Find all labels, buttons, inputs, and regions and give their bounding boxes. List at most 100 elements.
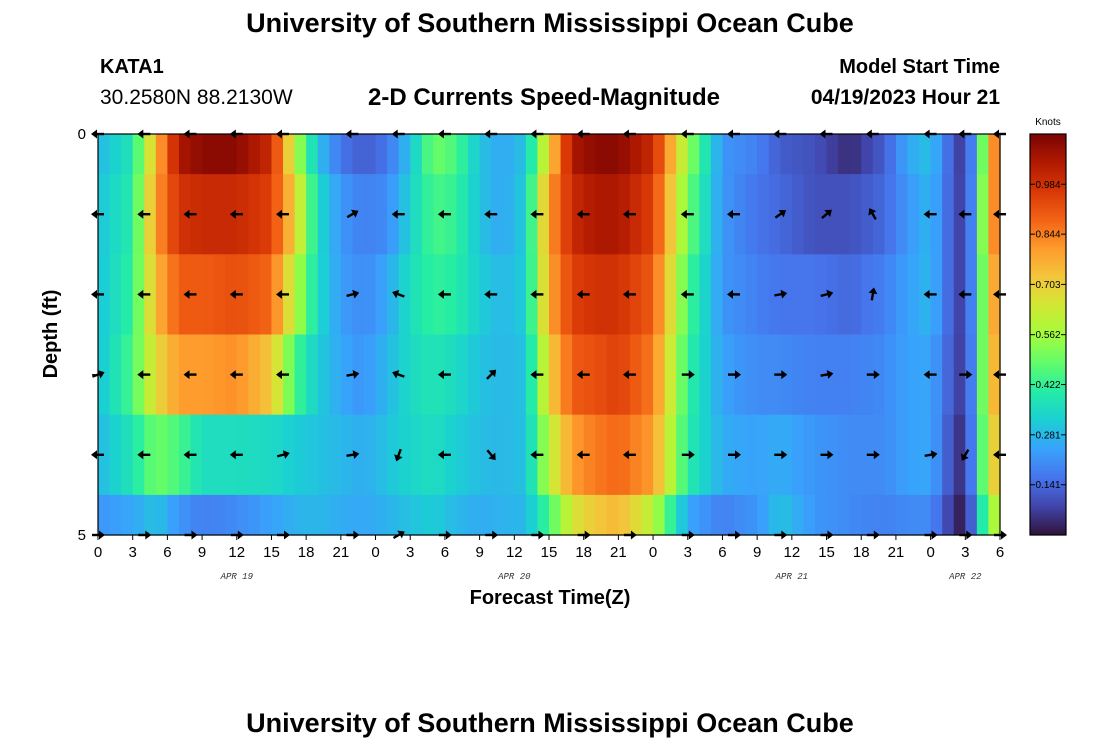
heatmap-cell: [317, 254, 330, 336]
heatmap-cell: [421, 494, 434, 536]
vector-head: [97, 370, 105, 379]
current-vector-arrow: [774, 450, 788, 460]
heatmap-cell: [606, 134, 619, 175]
heatmap-cell: [641, 494, 654, 536]
heatmap-cell: [259, 414, 273, 496]
heatmap-cell: [653, 414, 666, 496]
current-vector-arrow: [576, 289, 590, 299]
heatmap-cell: [317, 134, 330, 175]
heatmap-cell: [283, 134, 296, 175]
vector-head: [137, 370, 144, 380]
currents-chart: 0 3 6 9 12 15 18 21 0 3 6 9 12 15 18 21 0 3 6 9 12 15 18 21 0 3 6 A…: [40, 117, 1067, 609]
heatmap-cell: [144, 254, 157, 336]
heatmap-cell: [907, 174, 920, 255]
heatmap-cell: [329, 334, 342, 416]
heatmap-cell: [144, 174, 157, 255]
current-vector-arrow: [960, 449, 970, 461]
heatmap-cell: [421, 174, 434, 255]
heatmap-cell: [202, 134, 215, 175]
heatmap-cell: [618, 134, 631, 175]
heatmap-cell: [306, 414, 319, 496]
heatmap-cell: [930, 174, 943, 255]
heatmap-cell: [629, 414, 643, 496]
current-vector-arrow: [993, 450, 1006, 460]
current-vector-arrow: [486, 369, 497, 380]
heatmap-cell: [872, 254, 885, 336]
heatmap-cell: [537, 134, 550, 175]
heatmap-cell: [479, 414, 492, 496]
vector-head: [488, 369, 497, 378]
chart-subtitle: 2-D Currents Speed-Magnitude: [368, 84, 721, 111]
heatmap-cell: [132, 134, 145, 175]
heatmap-cell: [410, 254, 423, 336]
heatmap-cell: [953, 134, 966, 175]
heatmap-cell: [363, 174, 377, 255]
heatmap-cell: [942, 494, 955, 536]
heatmap-cell: [895, 494, 909, 536]
vector-head: [576, 370, 583, 380]
vector-head: [781, 370, 788, 380]
vector-head: [735, 450, 741, 460]
x-tick-label: 9: [198, 544, 206, 561]
date-label: APR 22: [948, 572, 982, 582]
current-vector-arrow: [728, 450, 741, 460]
vector-head: [229, 209, 236, 219]
heatmap-cell: [699, 134, 712, 175]
heatmap-cell: [398, 414, 411, 496]
heatmap-cell: [664, 134, 677, 175]
y-tick-label: 5: [78, 527, 86, 544]
vector-head: [622, 289, 629, 299]
vector-head: [276, 289, 282, 299]
heatmap-cell: [907, 414, 920, 496]
current-vector-arrow: [346, 289, 360, 299]
heatmap-cell: [375, 134, 388, 175]
vector-head: [276, 209, 282, 219]
vector-head: [680, 209, 687, 219]
x-tick-label: 3: [961, 544, 969, 561]
heatmap-cell: [306, 134, 319, 175]
heatmap-cell: [629, 174, 643, 255]
heatmap-cell: [514, 134, 527, 175]
date-label: APR 20: [497, 572, 531, 582]
x-tick-label: 3: [684, 544, 692, 561]
heatmap-cell: [329, 254, 342, 336]
heatmap-cell: [514, 174, 527, 255]
heatmap-cell: [444, 254, 458, 336]
current-vector-arrow: [137, 289, 151, 299]
heatmap-cell: [491, 254, 504, 336]
heatmap-cell: [537, 334, 550, 416]
heatmap-cell: [155, 254, 168, 336]
heatmap-cell: [710, 174, 724, 255]
heatmap-cell: [664, 494, 677, 536]
heatmap-cell: [791, 494, 805, 536]
heatmap-cell: [421, 414, 434, 496]
heatmap-cell: [826, 334, 839, 416]
heatmap-cell: [225, 494, 238, 536]
vector-head: [282, 450, 290, 459]
heatmap-cell: [491, 174, 504, 255]
vector-head: [826, 369, 834, 379]
heatmap-cell: [849, 414, 862, 496]
x-tick-label: 21: [333, 544, 350, 561]
vector-head: [873, 450, 880, 460]
heatmap-cell: [236, 414, 249, 496]
heatmap-cell: [907, 134, 920, 175]
heatmap-cell: [710, 414, 724, 496]
heatmap-cell: [144, 334, 157, 416]
heatmap-cell: [791, 174, 805, 255]
heatmap-cell: [942, 134, 955, 175]
vector-head: [993, 289, 999, 299]
heatmap-cell: [213, 494, 226, 536]
heatmap-cell: [803, 174, 816, 255]
colorbar-unit: Knots: [1035, 117, 1061, 128]
heatmap-cell: [537, 254, 550, 336]
heatmap-cell: [444, 494, 458, 536]
vector-head: [229, 450, 236, 460]
heatmap-cell: [595, 414, 608, 496]
vector-head: [530, 450, 537, 460]
heatmap-cell: [155, 494, 168, 536]
heatmap-cell: [560, 414, 573, 496]
heatmap-cell: [884, 494, 897, 536]
x-tick-label: 0: [94, 544, 102, 561]
current-vector-arrow: [437, 450, 451, 460]
